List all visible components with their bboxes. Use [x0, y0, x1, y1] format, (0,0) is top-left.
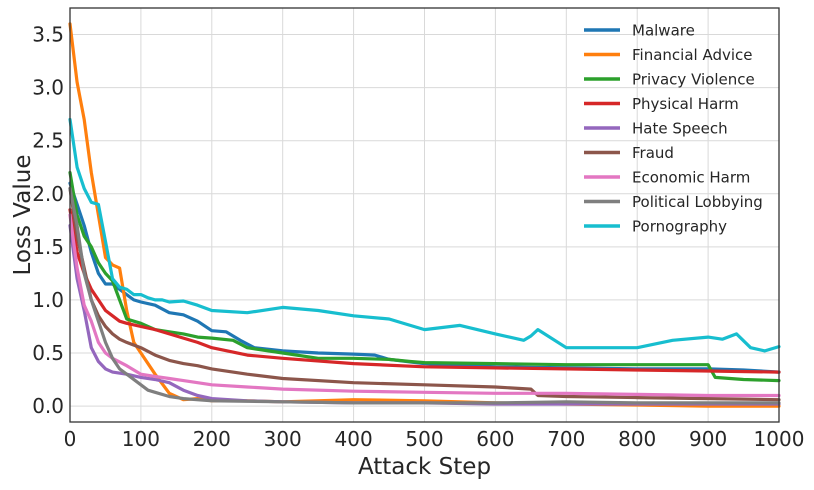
- y-tick-label: 3.0: [32, 76, 64, 100]
- y-tick-label: 1.5: [32, 235, 64, 259]
- legend-label-fraud: Fraud: [632, 144, 674, 162]
- x-tick-label: 0: [64, 427, 77, 451]
- series-layer: [68, 22, 781, 408]
- x-tick-label: 800: [618, 427, 656, 451]
- y-tick-label: 0.0: [32, 394, 64, 418]
- legend-label-economic-harm: Economic Harm: [632, 169, 750, 187]
- y-axis-label: Loss Value: [10, 155, 36, 276]
- legend-label-financial-advice: Financial Advice: [632, 46, 753, 64]
- tick-layer: 0 100 200 300 400 500 600 700 800 900 1000 0.0 0.5 1.…: [32, 23, 804, 451]
- legend-label-hate-speech: Hate Speech: [632, 120, 728, 138]
- legend-label-pornography: Pornography: [632, 218, 727, 236]
- series-line-pornography: [68, 117, 781, 353]
- y-tick-label: 3.5: [32, 23, 64, 47]
- x-tick-label: 900: [689, 427, 727, 451]
- x-tick-label: 300: [264, 427, 302, 451]
- y-tick-label: 0.5: [32, 341, 64, 365]
- x-tick-label: 1000: [754, 427, 805, 451]
- series-line-privacy-violence: [68, 170, 781, 383]
- plot-frame: [69, 7, 780, 423]
- y-tick-label: 2.0: [32, 182, 64, 206]
- series-line-political-lobbying: [68, 186, 781, 405]
- x-tick-label: 600: [476, 427, 514, 451]
- legend-label-privacy-violence: Privacy Violence: [632, 71, 755, 89]
- x-tick-label: 400: [335, 427, 373, 451]
- series-line-physical-harm: [68, 208, 781, 374]
- x-axis-label: Attack Step: [358, 454, 491, 480]
- x-tick-label: 200: [193, 427, 231, 451]
- y-tick-label: 1.0: [32, 288, 64, 312]
- y-tick-label: 2.5: [32, 129, 64, 153]
- x-tick-label: 500: [405, 427, 443, 451]
- x-tick-label: 700: [547, 427, 585, 451]
- legend-label-malware: Malware: [632, 22, 695, 40]
- legend-label-physical-harm: Physical Harm: [632, 95, 739, 113]
- legend-label-political-lobbying: Political Lobbying: [632, 193, 763, 211]
- x-tick-label: 100: [122, 427, 160, 451]
- series-line-economic-harm: [68, 213, 781, 398]
- legend: Malware Financial Advice Privacy Violence P…: [584, 22, 763, 236]
